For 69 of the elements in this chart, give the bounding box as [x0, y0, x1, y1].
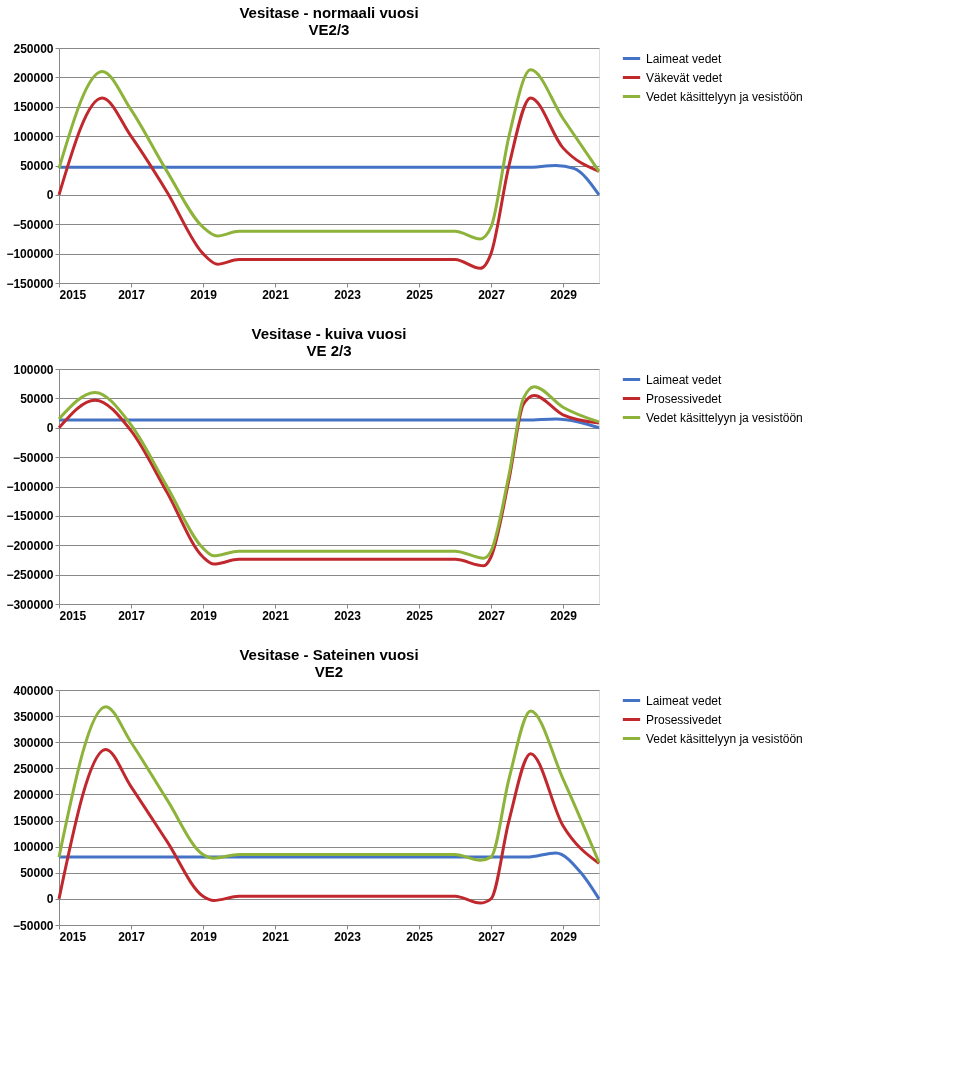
legend-label: Vedet käsittelyyn ja vesistöön [646, 89, 803, 104]
legend-label: Vedet käsittelyyn ja vesistöön [646, 731, 803, 746]
y-tick-label: 250000 [13, 41, 54, 56]
x-tick-label: 2017 [118, 287, 146, 302]
y-tick-label: 150000 [13, 100, 54, 115]
y-tick-label: −200000 [6, 538, 54, 553]
y-tick-label: −50000 [13, 217, 54, 232]
y-tick-label: 400000 [13, 683, 54, 698]
x-tick-label: 2027 [478, 287, 506, 302]
x-tick-label: 2021 [262, 929, 290, 944]
x-tick-label: 2021 [262, 287, 290, 302]
y-tick-label: −150000 [6, 509, 54, 524]
y-tick-label: 100000 [13, 840, 54, 855]
x-tick-label: 2015 [59, 608, 87, 623]
y-tick-label: 0 [46, 188, 54, 203]
y-tick-label: 200000 [13, 787, 54, 802]
legend-label: Prosessivedet [646, 712, 723, 727]
legend-label: Prosessivedet [646, 391, 723, 406]
chart-title: Vesitase - Sateinen vuosi VE2 [239, 646, 419, 680]
x-tick-label: 2029 [550, 929, 578, 944]
x-tick-label: 2023 [334, 929, 362, 944]
y-tick-label: 350000 [13, 709, 54, 724]
x-tick-label: 2029 [550, 287, 578, 302]
y-tick-label: −250000 [6, 568, 54, 583]
y-tick-label: 50000 [20, 391, 54, 406]
x-tick-label: 2015 [59, 287, 87, 302]
legend-label: Väkevät vedet [646, 70, 723, 85]
chart-title: Vesitase - kuiva vuosi VE 2/3 [251, 325, 407, 359]
legend-label: Laimeat vedet [646, 51, 723, 66]
x-tick-label: 2023 [334, 608, 362, 623]
legend-label: Vedet käsittelyyn ja vesistöön [646, 410, 803, 425]
x-tick-label: 2021 [262, 608, 290, 623]
x-tick-label: 2025 [406, 287, 434, 302]
y-tick-label: −100000 [6, 247, 54, 262]
x-tick-label: 2019 [190, 287, 218, 302]
x-tick-label: 2027 [478, 608, 506, 623]
y-tick-label: −300000 [6, 597, 54, 612]
line-series [57, 748, 601, 905]
x-tick-label: 2029 [550, 608, 578, 623]
x-tick-label: 2023 [334, 287, 362, 302]
y-tick-label: 0 [46, 421, 54, 436]
line-series [57, 705, 601, 864]
y-tick-label: −50000 [13, 450, 54, 465]
x-tick-label: 2017 [118, 929, 146, 944]
y-tick-label: 150000 [13, 814, 54, 829]
legend-label: Laimeat vedet [646, 372, 723, 387]
y-tick-label: 100000 [13, 362, 54, 377]
line-series [57, 96, 601, 270]
x-tick-label: 2019 [190, 929, 218, 944]
chart-title: Vesitase - normaali vuosi VE2/3 [239, 4, 419, 38]
legend-label: Laimeat vedet [646, 693, 723, 708]
x-tick-label: 2019 [190, 608, 218, 623]
x-tick-label: 2025 [406, 608, 434, 623]
y-tick-label: 250000 [13, 761, 54, 776]
y-tick-label: 50000 [20, 159, 54, 173]
y-tick-label: −100000 [6, 480, 54, 494]
line-series [57, 68, 601, 241]
y-tick-label: 0 [46, 892, 54, 907]
y-tick-label: 100000 [13, 129, 54, 144]
y-tick-label: 300000 [13, 735, 54, 750]
y-tick-label: 200000 [13, 70, 54, 85]
y-tick-label: −150000 [6, 276, 54, 291]
x-tick-label: 2017 [118, 608, 146, 623]
line-series [57, 851, 601, 901]
x-tick-label: 2027 [478, 929, 506, 944]
x-tick-label: 2025 [406, 929, 434, 944]
y-tick-label: −50000 [13, 918, 54, 933]
y-tick-label: 50000 [20, 866, 54, 881]
x-tick-label: 2015 [59, 929, 87, 944]
